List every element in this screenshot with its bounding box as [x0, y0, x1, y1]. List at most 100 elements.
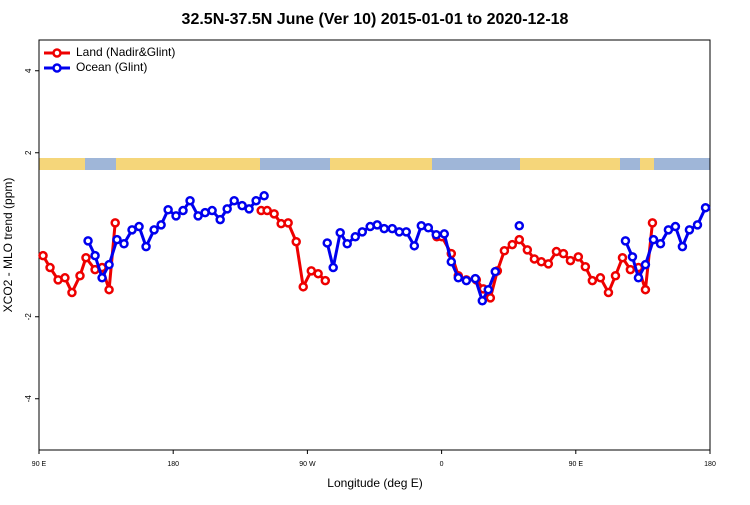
- data-point: [372, 220, 382, 230]
- data-point: [75, 271, 85, 281]
- data-point: [379, 223, 389, 234]
- data-point: [215, 214, 225, 225]
- y-tick-label: -2: [24, 313, 33, 321]
- data-point: [565, 255, 576, 266]
- data-point: [112, 234, 122, 245]
- data-point: [141, 241, 151, 252]
- data-point: [587, 275, 598, 286]
- data-point: [244, 204, 254, 214]
- data-point: [627, 252, 638, 262]
- data-point: [207, 205, 217, 216]
- data-point: [655, 239, 666, 249]
- data-point: [149, 225, 159, 235]
- data-point: [222, 204, 232, 214]
- legend-marker: [52, 48, 62, 58]
- data-point: [470, 273, 481, 284]
- data-point: [423, 223, 434, 233]
- data-point: [603, 287, 614, 298]
- legend-label: Land (Nadir&Glint): [76, 45, 175, 59]
- y-tick-label: 2: [24, 150, 33, 155]
- data-point: [620, 236, 631, 246]
- x-tick-label: 90 E: [569, 461, 584, 468]
- y-tick-label: -4: [24, 395, 33, 403]
- data-point: [453, 273, 464, 283]
- x-tick-label: 180: [704, 461, 716, 468]
- data-point: [45, 262, 55, 273]
- data-point: [692, 220, 703, 230]
- plot-frame: [38, 39, 711, 451]
- data-point: [298, 282, 308, 292]
- land-strip: [520, 158, 620, 170]
- land-strip: [330, 158, 432, 170]
- data-point: [269, 209, 279, 219]
- data-point: [171, 211, 181, 221]
- data-point: [178, 205, 188, 216]
- data-point: [193, 211, 203, 221]
- data-point: [313, 268, 323, 279]
- data-point: [522, 245, 533, 255]
- data-point: [543, 259, 554, 269]
- data-point: [119, 239, 129, 249]
- data-point: [640, 284, 651, 295]
- data-point: [617, 252, 628, 263]
- data-point: [104, 284, 114, 295]
- data-point: [514, 234, 525, 245]
- data-point: [251, 195, 261, 206]
- data-point: [490, 266, 501, 277]
- data-point: [262, 205, 272, 216]
- data-point: [83, 236, 93, 246]
- land-strip: [640, 158, 654, 170]
- data-point: [156, 220, 166, 230]
- x-tick-label: 90 W: [299, 461, 316, 468]
- data-point: [439, 229, 450, 239]
- data-point: [97, 273, 107, 283]
- data-point: [283, 218, 293, 228]
- data-point: [461, 275, 472, 286]
- data-point: [90, 250, 100, 261]
- data-point: [185, 195, 195, 206]
- data-point: [446, 257, 457, 267]
- data-point: [580, 261, 591, 272]
- legend-marker: [52, 63, 62, 73]
- data-point: [633, 273, 644, 283]
- data-point: [573, 252, 584, 262]
- y-tick-label: 4: [24, 68, 33, 73]
- data-point: [595, 273, 606, 283]
- data-point: [81, 252, 91, 263]
- data-point: [700, 202, 711, 213]
- data-point: [483, 284, 494, 295]
- data-point: [104, 259, 114, 270]
- data-point: [485, 293, 496, 303]
- chart-title: 32.5N-37.5N June (Ver 10) 2015-01-01 to …: [182, 11, 569, 28]
- data-point: [237, 200, 247, 211]
- data-point: [387, 223, 397, 234]
- data-point: [350, 232, 361, 242]
- land-ocean-strip: [39, 158, 710, 170]
- data-point: [291, 236, 301, 247]
- data-point: [127, 225, 137, 235]
- data-point: [401, 227, 412, 237]
- data-point: [67, 287, 77, 298]
- data-point: [670, 221, 681, 232]
- y-axis-label: XCO2 - MLO trend (ppm): [1, 178, 15, 313]
- data-point: [625, 264, 636, 275]
- data-point: [477, 296, 488, 306]
- data-point: [499, 245, 510, 256]
- data-point: [514, 220, 525, 231]
- data-point: [38, 250, 48, 261]
- data-point: [322, 238, 332, 248]
- data-point: [357, 227, 368, 237]
- data-point: [677, 241, 688, 252]
- data-point: [110, 218, 120, 228]
- data-point: [507, 239, 518, 250]
- data-point: [335, 227, 345, 238]
- data-point: [610, 271, 621, 281]
- data-point: [342, 239, 352, 249]
- data-point: [328, 262, 338, 273]
- data-point: [558, 248, 569, 259]
- data-point: [134, 221, 144, 232]
- data-point: [431, 230, 441, 240]
- x-tick-label: 90 E: [32, 461, 47, 468]
- data-point: [684, 225, 695, 235]
